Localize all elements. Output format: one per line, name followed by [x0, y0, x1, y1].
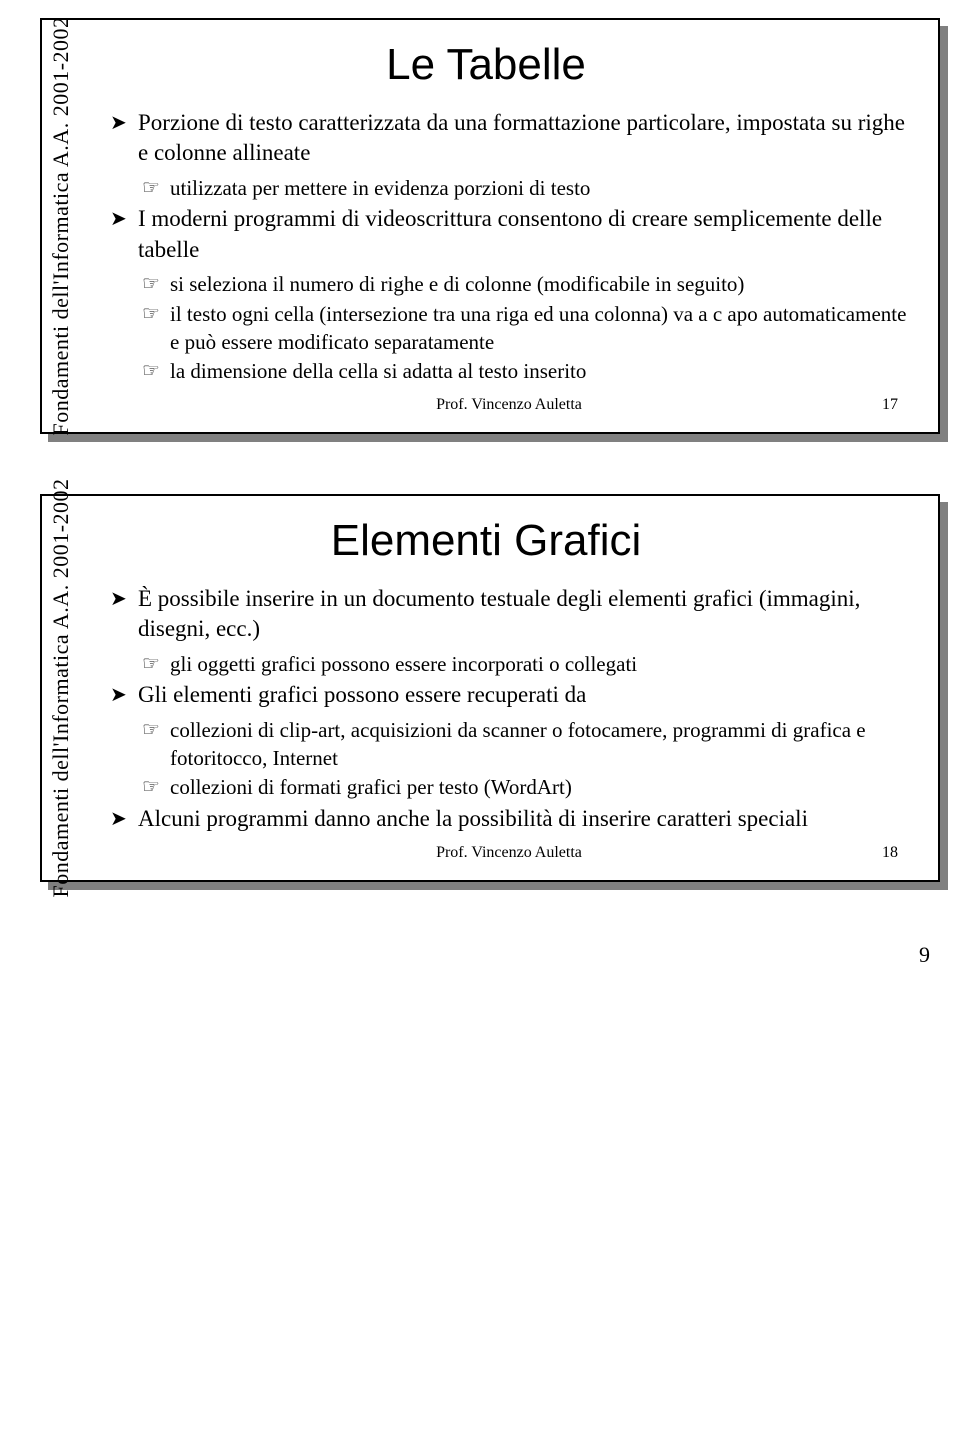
slide-content: Porzione di testo caratterizzata da una …: [64, 108, 908, 386]
slide-17: Fondamenti dell'Informatica A.A. 2001-20…: [40, 18, 940, 434]
vertical-course-label: Fondamenti dell'Informatica A.A. 2001-20…: [48, 479, 74, 898]
footer-page-number: 17: [882, 396, 898, 414]
bullet-l1: I moderni programmi di videoscrittura co…: [110, 204, 908, 265]
bullet-l2: si seleziona il numero di righe e di col…: [142, 271, 908, 299]
bullet-l1: È possibile inserire in un documento tes…: [110, 584, 908, 645]
bullet-l2: collezioni di formati grafici per testo …: [142, 774, 908, 802]
bullet-l2: gli oggetti grafici possono essere incor…: [142, 651, 908, 679]
footer-author: Prof. Vincenzo Auletta: [436, 844, 582, 862]
bullet-l1: Gli elementi grafici possono essere recu…: [110, 680, 908, 710]
document-page-number: 9: [0, 942, 960, 968]
bullet-l1: Porzione di testo caratterizzata da una …: [110, 108, 908, 169]
slide-footer: Prof. Vincenzo Auletta 17: [64, 396, 908, 414]
bullet-l2: collezioni di clip-art, acquisizioni da …: [142, 717, 908, 772]
footer-page-number: 18: [882, 844, 898, 862]
slide-title: Le Tabelle: [64, 40, 908, 90]
bullet-l1: Alcuni programmi danno anche la possibil…: [110, 804, 908, 834]
bullet-l2: il testo ogni cella (intersezione tra un…: [142, 301, 908, 356]
slide-footer: Prof. Vincenzo Auletta 18: [64, 844, 908, 862]
bullet-l2: utilizzata per mettere in evidenza porzi…: [142, 175, 908, 203]
slide-title: Elementi Grafici: [64, 516, 908, 566]
slide-content: È possibile inserire in un documento tes…: [64, 584, 908, 834]
vertical-course-label: Fondamenti dell'Informatica A.A. 2001-20…: [48, 16, 74, 435]
bullet-l2: la dimensione della cella si adatta al t…: [142, 358, 908, 386]
footer-author: Prof. Vincenzo Auletta: [436, 396, 582, 414]
slide-18: Fondamenti dell'Informatica A.A. 2001-20…: [40, 494, 940, 882]
